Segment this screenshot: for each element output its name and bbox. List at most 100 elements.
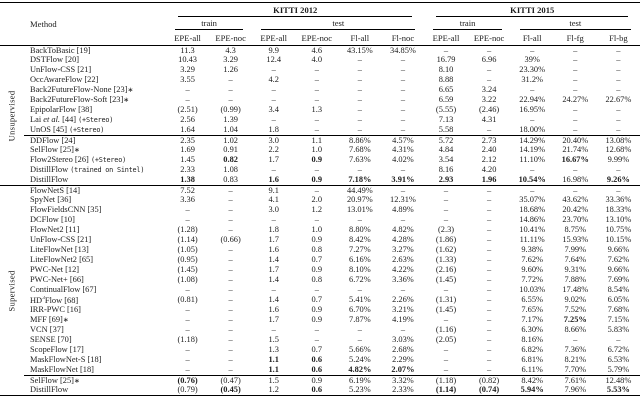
value-cell: 0.9 — [295, 375, 339, 386]
value-cell: 35.07% — [519, 195, 546, 205]
value-cell: 7.62% — [607, 255, 630, 265]
value-cell: 7.52 — [180, 185, 195, 195]
value-cell: – — [487, 365, 492, 375]
value-cell: 1.8 — [268, 125, 279, 135]
value-cell: – — [228, 245, 233, 255]
method-cell: PWC-Net+ [66] — [24, 276, 166, 286]
method-name-part: IRR-PWC [16] — [30, 305, 81, 315]
value-cell: – — [228, 225, 233, 235]
value-cell: 2.40 — [481, 145, 497, 155]
value-cell: (2.16) — [435, 265, 457, 275]
table-row: FlowNet2 [11] (1.28) – 1.8 1.0 8.80% 4.82% (2.3… — [0, 226, 640, 236]
table-row: DSTFlow [20] 10.43 3.29 12.4 4.0 – – 16.79 6.96 3… — [0, 56, 640, 66]
value-cell: 2.73 — [467, 135, 511, 146]
value-cell: 2.93 — [438, 175, 454, 185]
value-cell: – — [357, 105, 362, 115]
value-cell: – — [314, 85, 319, 95]
value-cell: (1.45) — [435, 305, 457, 315]
method-cell: FlowFieldsCNN [35] — [24, 206, 166, 216]
value-cell: 6.30% — [521, 325, 543, 335]
value-cell: – — [443, 355, 449, 365]
value-cell: – — [400, 165, 406, 175]
value-cell: – — [487, 355, 492, 365]
value-cell: 5.66% — [349, 345, 371, 355]
value-cell: 11.11% — [519, 235, 545, 245]
value-cell: 6.96 — [481, 55, 497, 65]
table-row: Back2FutureFlow-None [23]∗ – – – – – – 6.65 3.24… — [0, 86, 640, 96]
value-cell: 3.22 — [481, 95, 497, 105]
value-cell: 1.0 — [311, 145, 323, 155]
value-cell: 7.27% — [349, 245, 371, 255]
value-cell: 39% — [524, 55, 540, 65]
value-cell: 3.24 — [481, 85, 497, 95]
value-cell: 9.60% — [521, 265, 543, 275]
method-cell: LiteFlowNet2 [65] — [24, 256, 166, 266]
method-name-part: OccAwareFlow [22] — [30, 75, 99, 85]
value-cell: 4.84 — [438, 145, 454, 155]
value-cell: – — [573, 185, 578, 195]
section-label-gutter: Unsupervised — [0, 46, 24, 186]
value-cell: 0.9 — [311, 155, 323, 165]
value-cell: – — [314, 95, 319, 105]
value-cell: 3.36% — [392, 275, 414, 285]
value-cell: 5.58 — [438, 125, 454, 135]
value-cell: 8.86% — [338, 135, 382, 146]
value-cell: 6.82% — [521, 345, 543, 355]
value-cell: 16.98% — [562, 175, 589, 185]
value-cell: 14.86% — [519, 215, 546, 225]
value-cell: 6.81% — [521, 355, 543, 365]
method-name-part: (+Stereo) — [69, 126, 105, 135]
value-cell: – — [530, 115, 535, 125]
value-cell: 3.27% — [392, 245, 414, 255]
table-row: SelFlow [25]∗ 1.69 0.91 2.2 1.0 7.68% 4.31% 4.8… — [0, 146, 640, 156]
value-cell: (0.74) — [478, 385, 500, 395]
value-cell: 21.74% — [562, 145, 589, 155]
value-cell: – — [400, 105, 406, 115]
value-cell: – — [228, 335, 233, 345]
split-label: train — [175, 18, 244, 30]
value-cell: – — [443, 215, 449, 225]
value-cell: 2.29% — [392, 355, 414, 365]
method-cell: LiteFlowNet [13] — [24, 246, 166, 256]
value-cell: (2.51) — [177, 105, 198, 115]
method-name-part: (+Stereo) — [90, 156, 126, 165]
value-cell: 3.32% — [381, 375, 425, 386]
dataset-group-label: KITTI 2015 — [436, 5, 628, 17]
value-cell: – — [357, 215, 362, 225]
value-cell: – — [314, 65, 319, 75]
metric-header: EPE-all — [260, 33, 288, 43]
value-cell: (1.33) — [435, 255, 457, 265]
dataset-group-header: KITTI 2015 — [424, 3, 640, 17]
value-cell: 0.9 — [311, 305, 323, 315]
value-cell: 7.68% — [607, 305, 630, 315]
method-name-part: ∗ — [73, 146, 80, 155]
value-cell: 10.43 — [178, 55, 197, 65]
value-cell: 10.54% — [518, 175, 546, 185]
value-cell: 1.6 — [268, 175, 279, 185]
value-cell: – — [616, 335, 621, 345]
value-cell: 3.36 — [180, 195, 195, 205]
value-cell: 3.0 — [252, 135, 296, 146]
value-cell: 0.9 — [311, 175, 323, 185]
table-row: IRR-PWC [16] – – 1.6 0.9 6.70% 3.21% (1.45) – 7.6… — [0, 306, 640, 316]
value-cell: – — [530, 85, 535, 95]
metric-header: EPE-all — [432, 33, 460, 43]
value-cell: 7.68% — [349, 145, 371, 155]
value-cell: – — [357, 85, 362, 95]
section-label: Unsupervised — [6, 90, 17, 141]
value-cell: – — [271, 85, 276, 95]
value-cell: – — [185, 95, 190, 105]
table-row: LiteFlowNet2 [65] (0.95) – 1.4 0.7 6.16% 2.63%… — [0, 256, 640, 266]
value-cell: (0.79) — [177, 385, 198, 395]
dataset-group-header: KITTI 2012 — [166, 3, 424, 17]
value-cell: (1.31) — [435, 295, 457, 305]
value-cell: 16.95% — [519, 105, 546, 115]
value-cell: – — [400, 215, 406, 225]
value-cell: 4.82% — [392, 225, 414, 235]
value-cell: – — [616, 75, 621, 85]
method-name-part: (+Stereo) — [78, 116, 114, 125]
value-cell: – — [357, 65, 362, 75]
value-cell: 6.59 — [438, 95, 454, 105]
value-cell: – — [400, 185, 406, 195]
value-cell: – — [228, 195, 233, 205]
